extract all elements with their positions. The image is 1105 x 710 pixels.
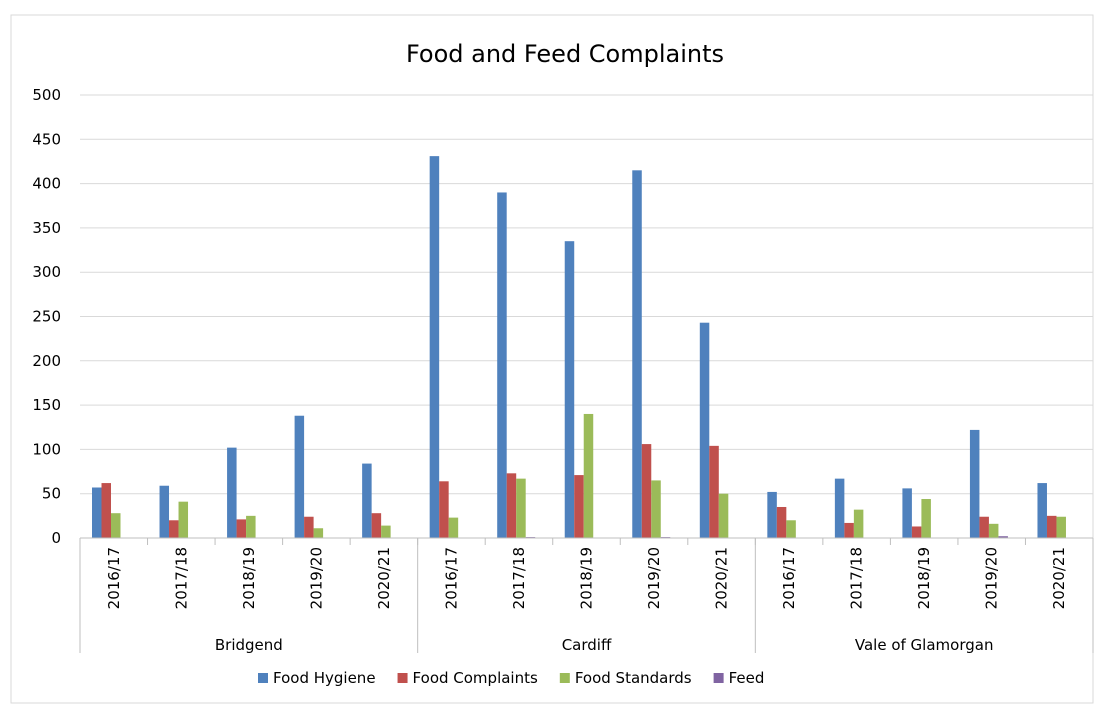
bar-food-hygiene — [227, 447, 237, 538]
chart-title: Food and Feed Complaints — [406, 40, 724, 68]
bar-food-standards — [381, 525, 391, 538]
legend-swatch — [713, 673, 724, 683]
bar-food-complaints — [236, 519, 247, 538]
x-tick-label: 2017/18 — [172, 547, 190, 609]
legend-label: Food Standards — [575, 669, 692, 687]
bar-food-standards — [921, 499, 931, 538]
bar-food-hygiene — [362, 463, 372, 538]
bar-food-hygiene — [767, 491, 777, 538]
bar-food-hygiene — [969, 429, 980, 538]
bar-food-hygiene — [632, 170, 642, 538]
bar-food-hygiene — [92, 487, 102, 538]
bar-food-standards — [111, 513, 121, 538]
bar-food-hygiene — [159, 485, 170, 538]
bar-food-complaints — [101, 483, 111, 538]
y-tick-label: 300 — [32, 263, 61, 281]
y-tick-label: 100 — [32, 440, 61, 458]
bar-food-complaints — [641, 444, 652, 538]
bar-food-standards — [786, 520, 796, 538]
y-tick-label: 50 — [42, 485, 61, 503]
bar-food-standards — [988, 523, 999, 538]
bar-food-complaints — [709, 445, 719, 538]
bar-food-standards — [178, 501, 189, 538]
x-tick-label: 2019/20 — [645, 547, 663, 609]
bar-food-hygiene — [1037, 483, 1047, 538]
bar-food-complaints — [1046, 515, 1057, 538]
bar-feed — [998, 536, 1008, 538]
y-tick-label: 200 — [32, 352, 61, 370]
chart-border — [10, 14, 1094, 704]
x-tick-label: 2019/20 — [307, 547, 325, 609]
y-tick-label: 150 — [32, 396, 61, 414]
legend-label: Food Complaints — [413, 669, 538, 687]
y-tick-label: 400 — [32, 175, 61, 193]
bar-food-hygiene — [834, 478, 845, 538]
x-tick-label: 2017/18 — [510, 547, 528, 609]
bar-food-complaints — [439, 481, 449, 538]
x-tick-label: 2018/19 — [578, 547, 596, 609]
x-tick-label: 2020/21 — [713, 547, 731, 609]
group-label: Cardiff — [562, 636, 612, 654]
y-axis-ticks: 0 50 100 150 200 250 300 350 400 450 500 — [32, 86, 61, 547]
bar-food-hygiene — [902, 488, 912, 538]
bar-food-standards — [448, 517, 459, 538]
legend-swatch — [258, 673, 268, 683]
bar-food-hygiene — [699, 322, 710, 538]
gridlines — [80, 94, 1093, 495]
group-label: Vale of Glamorgan — [855, 636, 994, 654]
x-tick-label: 2017/18 — [848, 547, 866, 609]
bar-food-hygiene — [294, 415, 305, 538]
bar-food-standards — [583, 413, 594, 538]
bar-food-complaints — [169, 520, 179, 538]
legend-swatch — [397, 673, 408, 683]
bar-food-standards — [516, 478, 526, 538]
bar-food-complaints — [371, 513, 382, 538]
x-tick-label: 2019/20 — [983, 547, 1001, 609]
x-tick-label: 2020/21 — [375, 547, 393, 609]
x-tick-label: 2018/19 — [915, 547, 933, 609]
y-tick-label: 350 — [32, 219, 61, 237]
bar-food-complaints — [776, 506, 787, 538]
bar-food-hygiene — [564, 241, 575, 538]
legend: Food Hygiene Food Complaints Food Standard… — [258, 669, 764, 687]
x-axis: 2016/17 2017/18 2018/19 2019/20 2020/21 2016/… — [79, 537, 1094, 654]
bar-food-standards — [853, 509, 864, 538]
x-tick-label: 2016/17 — [105, 547, 123, 609]
bars — [92, 156, 1066, 538]
bar-food-standards — [313, 528, 324, 538]
bar-food-complaints — [574, 475, 584, 538]
y-tick-label: 450 — [32, 130, 61, 148]
x-tick-label: 2016/17 — [442, 547, 460, 609]
y-tick-label: 250 — [32, 308, 61, 326]
bar-food-complaints — [844, 522, 854, 538]
legend-label: Feed — [729, 669, 765, 687]
x-tick-label: 2020/21 — [1050, 547, 1068, 609]
legend-label: Food Hygiene — [273, 669, 376, 687]
bar-food-standards — [1056, 516, 1066, 538]
x-tick-label: 2018/19 — [240, 547, 258, 609]
y-tick-label: 500 — [32, 86, 61, 104]
y-tick-label: 0 — [51, 529, 61, 547]
bar-food-complaints — [911, 526, 922, 538]
bar-food-hygiene — [497, 192, 507, 538]
bar-food-hygiene — [429, 156, 440, 538]
bar-food-standards — [246, 515, 256, 538]
bar-food-standards — [651, 480, 661, 538]
x-tick-label: 2016/17 — [780, 547, 798, 609]
bar-food-complaints — [506, 473, 517, 538]
bar-food-complaints — [304, 516, 314, 538]
legend-swatch — [559, 673, 570, 683]
bar-food-complaints — [979, 516, 989, 538]
bar-food-standards — [718, 493, 729, 538]
group-label: Bridgend — [215, 636, 283, 654]
